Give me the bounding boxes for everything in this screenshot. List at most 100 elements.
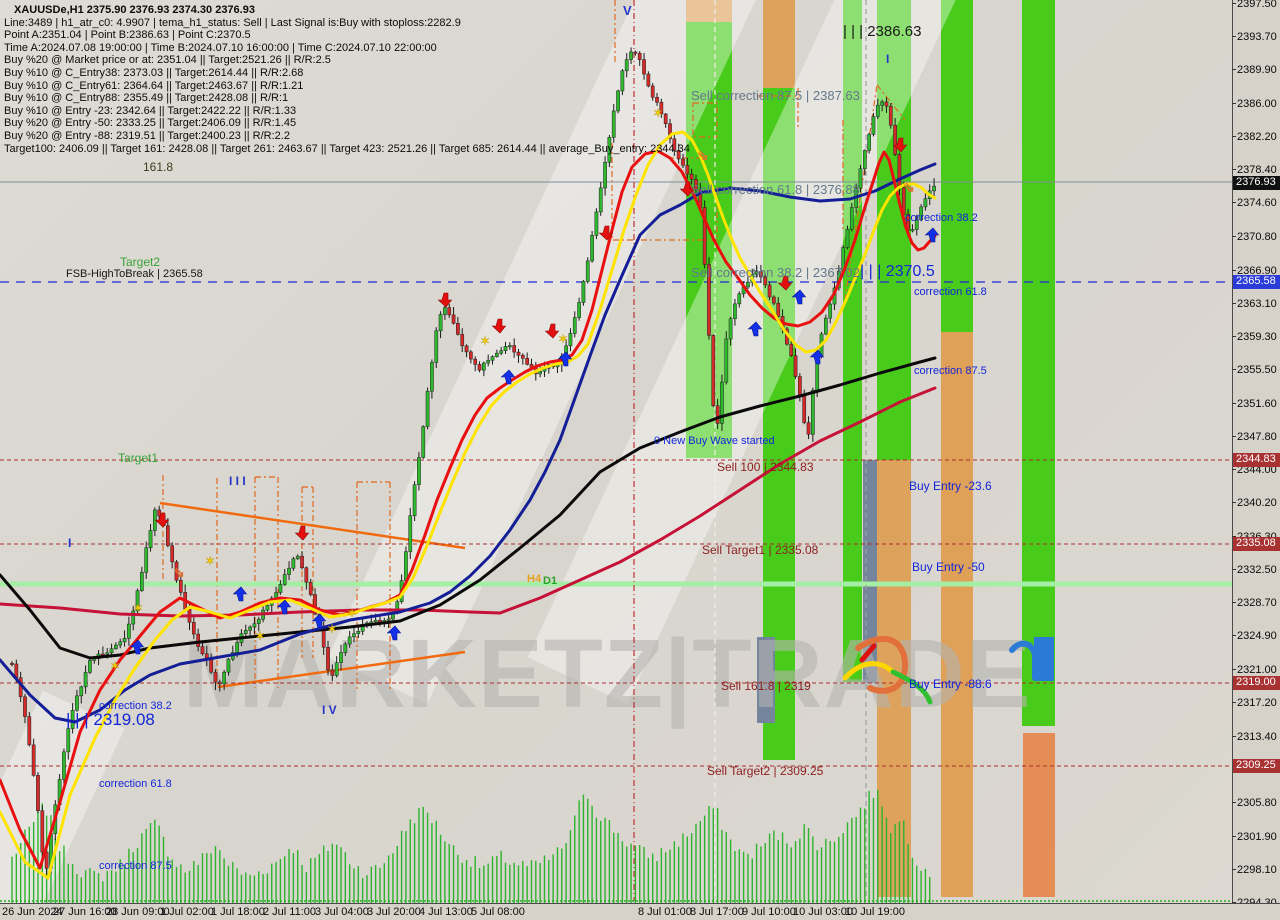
candle-body xyxy=(66,728,71,753)
zone-stripe xyxy=(763,0,795,88)
candle-body xyxy=(373,619,378,623)
candle-body xyxy=(10,662,14,665)
candle-body xyxy=(910,229,915,232)
candle-body xyxy=(568,333,573,347)
time-tick: 4 Jul 13:00 xyxy=(419,906,473,918)
sell-arrow-icon xyxy=(491,318,507,334)
candle-body xyxy=(754,271,759,275)
chart-label: correction 87.5 xyxy=(99,860,172,872)
chart-label: Sell correction 38.2 | 2367.02 xyxy=(691,265,860,280)
chart-label: I V xyxy=(322,703,337,717)
candle-body xyxy=(109,648,114,654)
candle-body xyxy=(243,630,248,634)
chart-label: H4 xyxy=(527,573,542,585)
price-tick: 2359.30 xyxy=(1232,331,1277,343)
star-icon: ✶ xyxy=(558,332,568,346)
candle-body xyxy=(884,101,889,107)
price-tick: 2363.10 xyxy=(1232,298,1277,310)
time-tick: 1 Jul 18:00 xyxy=(211,906,265,918)
fibo-ornament xyxy=(611,143,718,241)
chart-label: Sell correction 87.5 | 2387.63 xyxy=(691,88,860,103)
candle-body xyxy=(469,351,473,360)
candle-body xyxy=(313,594,317,615)
candle-body xyxy=(178,580,183,593)
chart-canvas[interactable]: ✶ ✶ ✶ ✶ ✶ ✶ ✶ ✶ ✶ ⇘ ⇘ ⇘ xyxy=(0,0,1232,903)
candle-body xyxy=(131,610,136,625)
candle-body xyxy=(334,662,339,676)
candle-body xyxy=(122,638,127,643)
candle-body xyxy=(577,302,581,318)
candle-body xyxy=(144,547,149,573)
candle-body xyxy=(715,405,720,424)
candle-body xyxy=(282,574,287,585)
candle-body xyxy=(538,370,542,375)
candle-body xyxy=(897,154,902,188)
candle-body xyxy=(75,695,79,711)
candle-body xyxy=(118,641,123,646)
chart-label: Sell Target2 | 2309.25 xyxy=(707,764,824,778)
candle-body xyxy=(62,751,66,780)
time-axis[interactable]: 26 Jun 2024 27 Jun 16:00 28 Jun 09:00 1 Jul… xyxy=(0,903,1280,920)
star-icon: ✶ xyxy=(255,629,265,643)
price-tick: 2340.20 xyxy=(1232,497,1277,509)
price-tick: 2317.20 xyxy=(1232,697,1277,709)
candle-body xyxy=(486,359,491,364)
price-tick: 2324.90 xyxy=(1232,630,1277,642)
scribble-mark xyxy=(1009,640,1038,681)
trend-channel-line xyxy=(159,501,466,550)
buy-arrow-icon xyxy=(386,625,402,641)
candle-body xyxy=(235,642,239,653)
candle-body xyxy=(174,561,179,581)
zone-stripe xyxy=(843,0,862,682)
time-tick: 27 Jun 16:00 xyxy=(53,906,117,918)
zone-stripe xyxy=(686,0,732,22)
candle-body xyxy=(499,350,504,354)
time-tick: 3 Jul 20:00 xyxy=(367,906,421,918)
zone-stripe xyxy=(757,637,775,723)
black-slow-ma xyxy=(0,356,937,660)
candle-body xyxy=(862,150,867,170)
buy-arrow-icon xyxy=(557,351,573,367)
candle-body xyxy=(733,303,737,319)
candle-body xyxy=(867,134,871,151)
chart-label: | | | 2319.08 xyxy=(66,710,155,729)
candle-body xyxy=(806,422,811,435)
price-tick: 2397.50 xyxy=(1232,0,1277,10)
info-line: Buy %10 @ Entry -23: 2342.64 || Target:2… xyxy=(4,104,297,117)
candle-body xyxy=(707,264,711,336)
red-fast-ma xyxy=(0,149,937,870)
price-tick: 2393.70 xyxy=(1232,31,1277,43)
price-tick: 2313.40 xyxy=(1232,731,1277,743)
candle-body xyxy=(650,85,655,98)
price-tick: 2355.50 xyxy=(1232,364,1277,376)
candle-body xyxy=(421,426,426,458)
zone-stripe xyxy=(1022,0,1055,726)
candle-body xyxy=(148,530,153,549)
candle-body xyxy=(702,207,707,265)
candle-body xyxy=(845,228,850,248)
candle-body xyxy=(681,158,685,166)
candle-body xyxy=(44,851,49,869)
candle-body xyxy=(252,623,257,628)
candle-body xyxy=(135,590,140,612)
candle-body xyxy=(226,658,231,673)
candle-body xyxy=(321,628,326,648)
candle-body xyxy=(875,104,880,117)
chart-plot-area[interactable]: MARKETZ|TRADE ✶ ✶ ✶ ✶ ✶ ✶ ✶ ✶ ✶ ⇘ ⇘ ⇘ 161.8 Target2 F… xyxy=(0,0,1232,903)
candle-body xyxy=(165,525,170,546)
candle-body xyxy=(265,605,270,611)
price-axis[interactable]: 2397.50 2393.70 2389.90 2386.00 2382.20 2378.… xyxy=(1232,0,1280,909)
candle-body xyxy=(79,686,84,697)
candle-body xyxy=(512,345,517,353)
candle-body xyxy=(127,623,131,639)
candle-body xyxy=(191,622,196,635)
candle-body xyxy=(629,51,633,60)
chart-label: correction 61.8 xyxy=(914,286,987,298)
time-tick: 26 Jun 2024 xyxy=(2,906,63,918)
scribble-mark xyxy=(859,643,877,663)
chart-label: Target2 xyxy=(120,255,161,269)
buy-arrow-icon xyxy=(311,613,327,629)
navy-mid-ma xyxy=(0,162,937,724)
candle-body xyxy=(759,271,763,278)
candle-body xyxy=(256,618,261,624)
